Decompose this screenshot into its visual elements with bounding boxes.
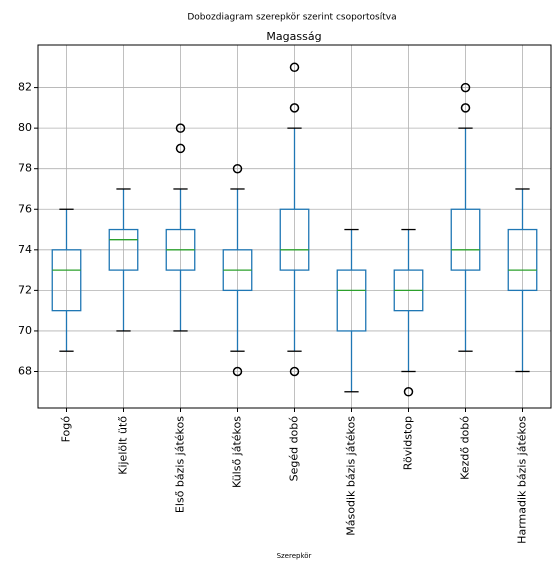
y-tick-label: 82: [18, 81, 32, 94]
y-tick-label: 72: [18, 283, 32, 296]
box: [507, 228, 538, 292]
x-axis-label: Szerepkör: [277, 552, 312, 560]
x-tick-label: Rövidstop: [402, 416, 415, 470]
x-tick-label: Fogó: [60, 416, 73, 443]
flier: [460, 103, 471, 113]
y-tick-label: 68: [18, 364, 32, 377]
box: [51, 249, 82, 312]
x-tick-label: Kezdő dobó: [459, 416, 472, 480]
x-tick-label: Külső játékos: [231, 416, 244, 488]
chart-title: Dobozdiagram szerepkör szerint csoportos…: [187, 13, 396, 23]
chart-subtitle: Magasság: [266, 30, 321, 43]
y-tick-label: 70: [18, 324, 32, 337]
y-tick-label: 78: [18, 162, 32, 175]
flier: [289, 366, 300, 377]
box: [450, 208, 481, 271]
box: [279, 208, 310, 271]
flier: [232, 163, 243, 174]
flier: [232, 366, 243, 377]
flier: [175, 143, 186, 154]
plot-frame: [37, 44, 552, 409]
flier: [175, 123, 186, 133]
box: [336, 269, 367, 332]
y-tick-label: 74: [18, 243, 32, 256]
x-tick-label: Kijelölt ütő: [117, 416, 130, 475]
flier: [460, 82, 471, 93]
x-tick-label: Első bázis játékos: [174, 416, 187, 513]
flier: [289, 62, 300, 73]
x-tick-label: Harmadik bázis játékos: [516, 416, 529, 544]
x-tick-label: Segéd dobó: [288, 416, 301, 482]
flier: [403, 387, 414, 397]
y-tick-label: 76: [18, 202, 32, 215]
flier: [289, 103, 300, 113]
x-tick-label: Második bázis játékos: [345, 416, 358, 536]
y-tick-label: 80: [18, 121, 32, 134]
box: [108, 228, 139, 271]
